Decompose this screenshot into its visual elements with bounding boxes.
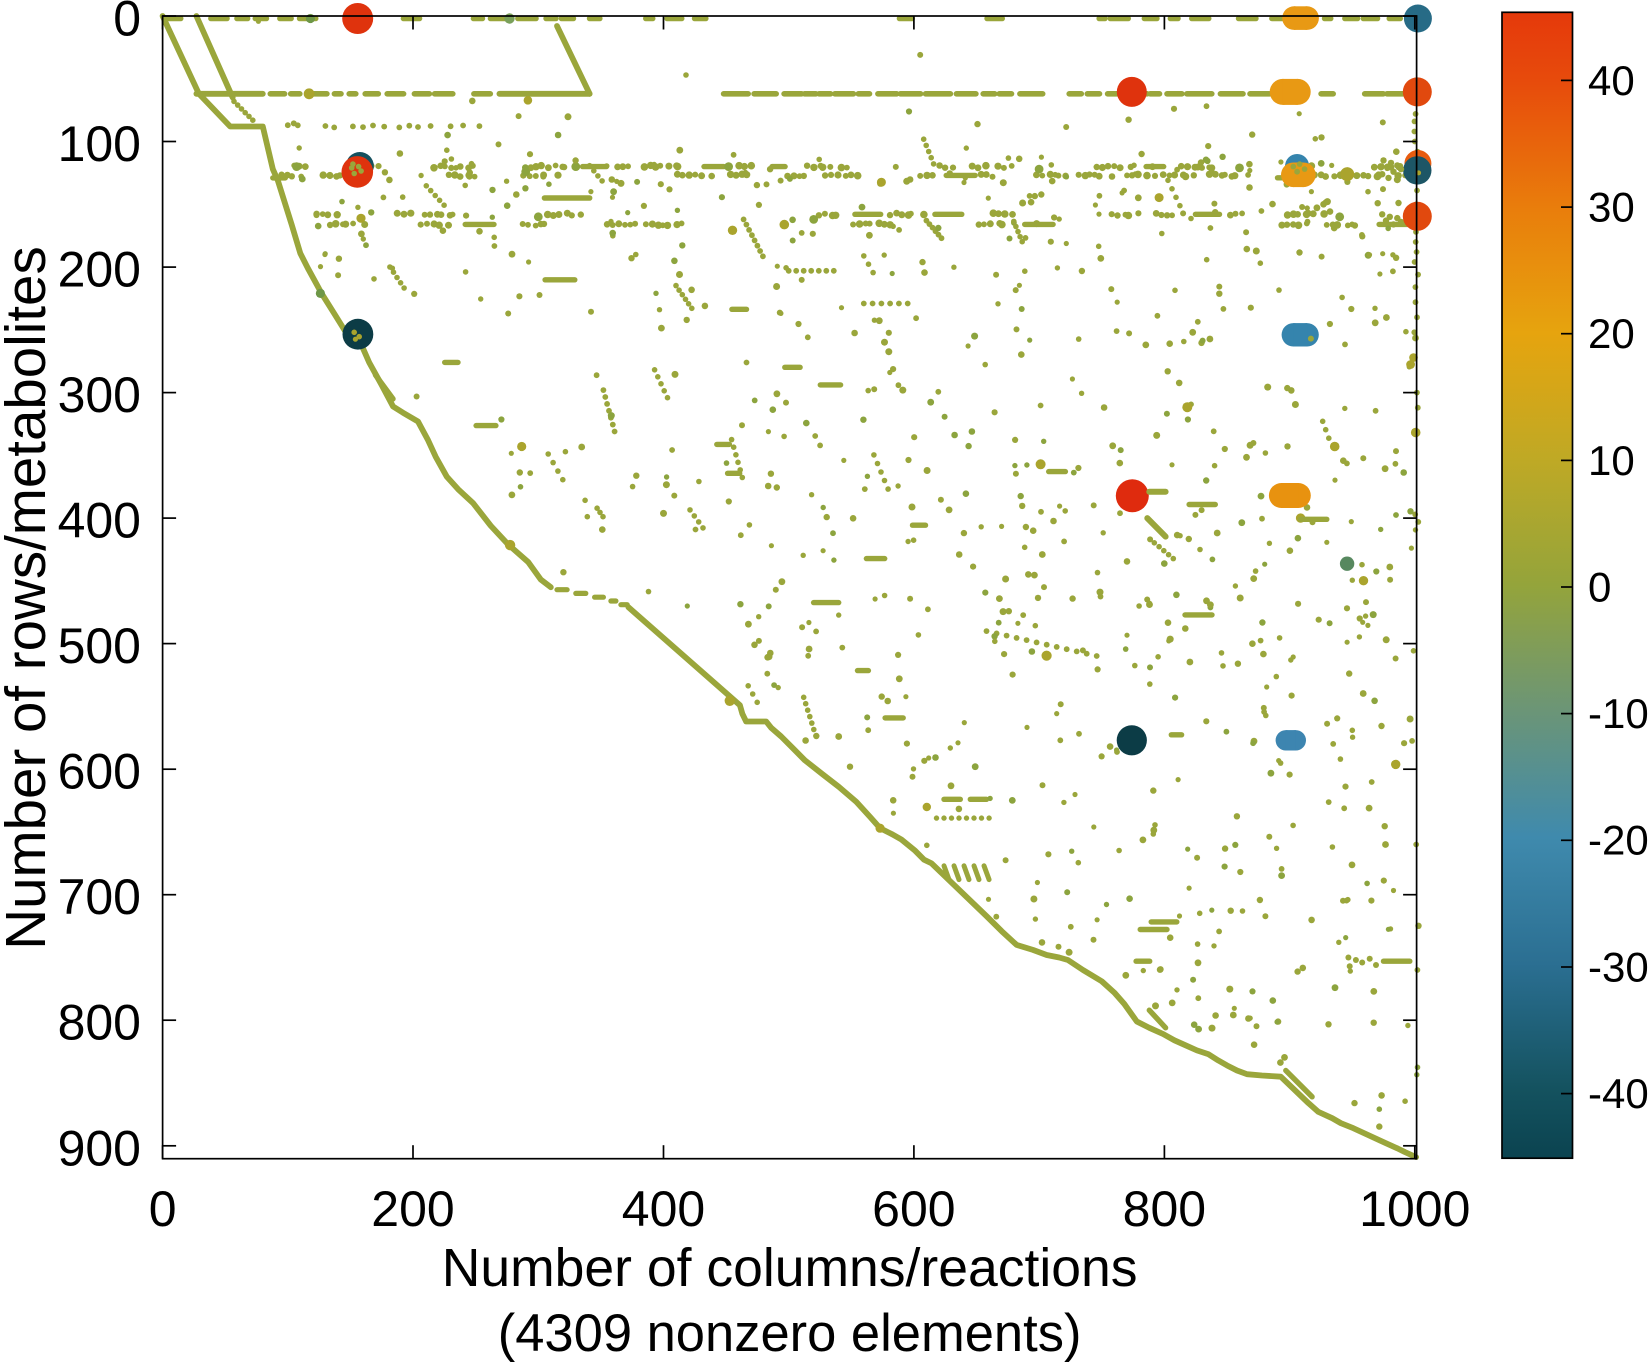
svg-text:Number of rows/metabolites: Number of rows/metabolites bbox=[0, 246, 57, 949]
svg-text:600: 600 bbox=[872, 1181, 955, 1237]
svg-text:900: 900 bbox=[58, 1120, 141, 1176]
svg-text:1000: 1000 bbox=[1359, 1181, 1470, 1237]
svg-text:600: 600 bbox=[58, 744, 141, 800]
svg-text:0: 0 bbox=[1588, 563, 1611, 610]
svg-text:-30: -30 bbox=[1588, 943, 1649, 990]
svg-text:40: 40 bbox=[1588, 57, 1635, 104]
svg-text:200: 200 bbox=[58, 242, 141, 298]
svg-text:800: 800 bbox=[58, 995, 141, 1051]
svg-text:200: 200 bbox=[371, 1181, 454, 1237]
svg-text:30: 30 bbox=[1588, 184, 1635, 231]
svg-text:300: 300 bbox=[58, 367, 141, 423]
svg-text:0: 0 bbox=[149, 1181, 177, 1237]
svg-text:Number of columns/reactions: Number of columns/reactions bbox=[442, 1239, 1138, 1298]
svg-text:100: 100 bbox=[58, 116, 141, 172]
svg-text:700: 700 bbox=[58, 869, 141, 925]
svg-text:-10: -10 bbox=[1588, 690, 1649, 737]
svg-text:10: 10 bbox=[1588, 437, 1635, 484]
svg-text:(4309 nonzero elements): (4309 nonzero elements) bbox=[498, 1304, 1082, 1363]
svg-text:-20: -20 bbox=[1588, 817, 1649, 864]
svg-text:800: 800 bbox=[1123, 1181, 1206, 1237]
svg-text:-40: -40 bbox=[1588, 1070, 1649, 1117]
svg-text:0: 0 bbox=[113, 0, 141, 47]
svg-text:400: 400 bbox=[58, 493, 141, 549]
svg-text:400: 400 bbox=[622, 1181, 705, 1237]
svg-text:500: 500 bbox=[58, 618, 141, 674]
svg-text:20: 20 bbox=[1588, 310, 1635, 357]
